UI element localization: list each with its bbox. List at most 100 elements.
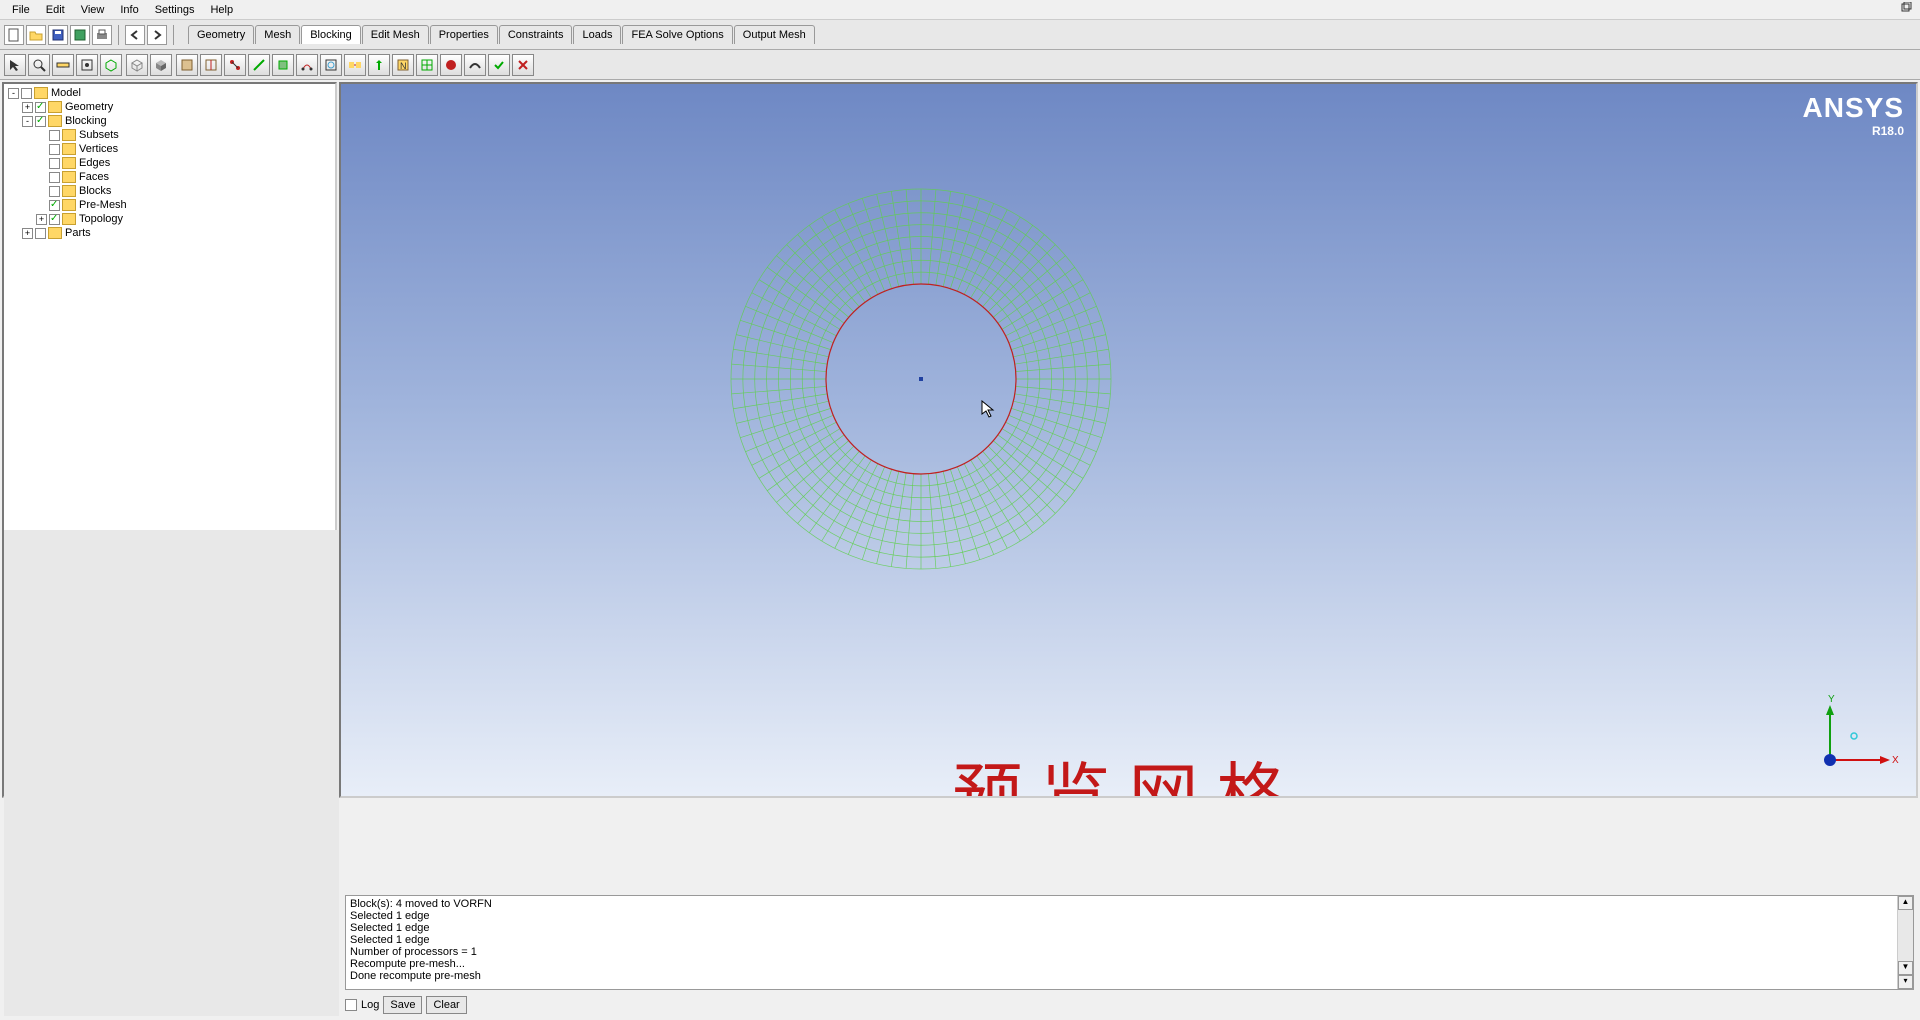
tab-properties[interactable]: Properties — [430, 25, 498, 44]
tree-label[interactable]: Subsets — [79, 129, 119, 141]
tool-select-icon[interactable] — [4, 54, 26, 76]
menu-edit[interactable]: Edit — [38, 2, 73, 18]
folder-icon — [62, 129, 76, 141]
tool-merge-icon[interactable] — [344, 54, 366, 76]
checkbox-icon[interactable] — [21, 88, 32, 99]
expander-icon[interactable]: + — [36, 214, 47, 225]
tree-label[interactable]: Parts — [65, 227, 91, 239]
svg-text:N: N — [400, 61, 407, 71]
redo-icon[interactable] — [147, 25, 167, 45]
tool-wire-icon[interactable] — [126, 54, 148, 76]
tool-premesh-icon[interactable] — [416, 54, 438, 76]
undo-icon[interactable] — [125, 25, 145, 45]
expander-icon[interactable]: - — [22, 116, 33, 127]
checkbox-icon[interactable] — [35, 116, 46, 127]
menu-info[interactable]: Info — [112, 2, 146, 18]
tree-label[interactable]: Pre-Mesh — [79, 199, 127, 211]
svg-text:Y: Y — [1828, 694, 1835, 705]
tab-editmesh[interactable]: Edit Mesh — [362, 25, 429, 44]
tree-node-vertices[interactable]: Vertices — [6, 142, 333, 156]
log-label: Log — [361, 999, 379, 1011]
tool-split-icon[interactable] — [200, 54, 222, 76]
menu-help[interactable]: Help — [202, 2, 241, 18]
expander-icon[interactable]: - — [8, 88, 19, 99]
tree-label[interactable]: Blocks — [79, 185, 111, 197]
tree-label[interactable]: Model — [51, 87, 81, 99]
tool-face-icon[interactable] — [272, 54, 294, 76]
message-log: Block(s): 4 moved to VORFNSelected 1 edg… — [345, 895, 1914, 990]
tool-initblock-icon[interactable] — [176, 54, 198, 76]
save-button[interactable]: Save — [383, 996, 422, 1014]
checkbox-icon[interactable] — [49, 158, 60, 169]
tree-label[interactable]: Topology — [79, 213, 123, 225]
print-icon[interactable] — [92, 25, 112, 45]
tool-check-icon[interactable] — [488, 54, 510, 76]
restore-icon[interactable] — [1896, 2, 1916, 17]
tree-node-topology[interactable]: + Topology — [6, 212, 333, 226]
log-bar: Log Save Clear — [345, 994, 1914, 1016]
viewport[interactable]: ANSYS R18.0 Y X 预览网格 — [339, 82, 1918, 798]
tool-iso-icon[interactable] — [100, 54, 122, 76]
open-icon[interactable] — [26, 25, 46, 45]
tree-node-edges[interactable]: Edges — [6, 156, 333, 170]
saveas-icon[interactable] — [70, 25, 90, 45]
menu-view[interactable]: View — [73, 2, 113, 18]
tool-measure-icon[interactable] — [52, 54, 74, 76]
tab-blocking[interactable]: Blocking — [301, 25, 361, 44]
scroll-up-icon[interactable]: ▲ — [1898, 896, 1913, 910]
tab-loads[interactable]: Loads — [573, 25, 621, 44]
tool-vertex-icon[interactable] — [224, 54, 246, 76]
tool-transform-icon[interactable] — [368, 54, 390, 76]
expander-icon[interactable]: + — [22, 102, 33, 113]
scroll-down-icon[interactable]: ▼ — [1898, 961, 1913, 975]
checkbox-icon[interactable] — [49, 130, 60, 141]
checkbox-icon[interactable] — [35, 102, 46, 113]
tool-fit-icon[interactable] — [76, 54, 98, 76]
tree-label[interactable]: Blocking — [65, 115, 107, 127]
tab-constraints[interactable]: Constraints — [499, 25, 573, 44]
tool-delete-icon[interactable] — [512, 54, 534, 76]
scroll-end-icon[interactable]: ▾ — [1898, 975, 1913, 989]
tool-params-icon[interactable]: N — [392, 54, 414, 76]
clear-button[interactable]: Clear — [426, 996, 466, 1014]
expander-icon[interactable]: + — [22, 228, 33, 239]
checkbox-icon[interactable] — [49, 172, 60, 183]
tool-smooth-icon[interactable] — [464, 54, 486, 76]
tree-node-blocks[interactable]: Blocks — [6, 184, 333, 198]
menu-settings[interactable]: Settings — [147, 2, 203, 18]
checkbox-icon[interactable] — [35, 228, 46, 239]
menu-bar: File Edit View Info Settings Help — [0, 0, 1920, 20]
toolbar-blocking: N — [0, 50, 1920, 80]
mesh-geometry — [341, 84, 1916, 796]
checkbox-icon[interactable] — [49, 186, 60, 197]
tree-node-blocking[interactable]: - Blocking — [6, 114, 333, 128]
tree-node-pre-mesh[interactable]: Pre-Mesh — [6, 198, 333, 212]
tab-geometry[interactable]: Geometry — [188, 25, 254, 44]
checkbox-icon[interactable] — [49, 214, 60, 225]
tree-label[interactable]: Edges — [79, 157, 110, 169]
new-icon[interactable] — [4, 25, 24, 45]
tree-node-parts[interactable]: + Parts — [6, 226, 333, 240]
tree-node-faces[interactable]: Faces — [6, 170, 333, 184]
tool-assoc-icon[interactable] — [296, 54, 318, 76]
menu-file[interactable]: File — [4, 2, 38, 18]
tool-quality-icon[interactable] — [440, 54, 462, 76]
tree-node-geometry[interactable]: + Geometry — [6, 100, 333, 114]
tab-outputmesh[interactable]: Output Mesh — [734, 25, 815, 44]
tab-mesh[interactable]: Mesh — [255, 25, 300, 44]
tree-label[interactable]: Faces — [79, 171, 109, 183]
tool-edge-icon[interactable] — [248, 54, 270, 76]
tree-label[interactable]: Geometry — [65, 101, 113, 113]
tree-label[interactable]: Vertices — [79, 143, 118, 155]
tool-shade-icon[interactable] — [150, 54, 172, 76]
tree-node-model[interactable]: - Model — [6, 86, 333, 100]
tab-feasolve[interactable]: FEA Solve Options — [622, 25, 732, 44]
folder-icon — [62, 143, 76, 155]
tool-ogrid-icon[interactable] — [320, 54, 342, 76]
tree-node-subsets[interactable]: Subsets — [6, 128, 333, 142]
checkbox-icon[interactable] — [49, 144, 60, 155]
log-checkbox[interactable] — [345, 999, 357, 1011]
save-icon[interactable] — [48, 25, 68, 45]
tool-zoom-icon[interactable] — [28, 54, 50, 76]
checkbox-icon[interactable] — [49, 200, 60, 211]
